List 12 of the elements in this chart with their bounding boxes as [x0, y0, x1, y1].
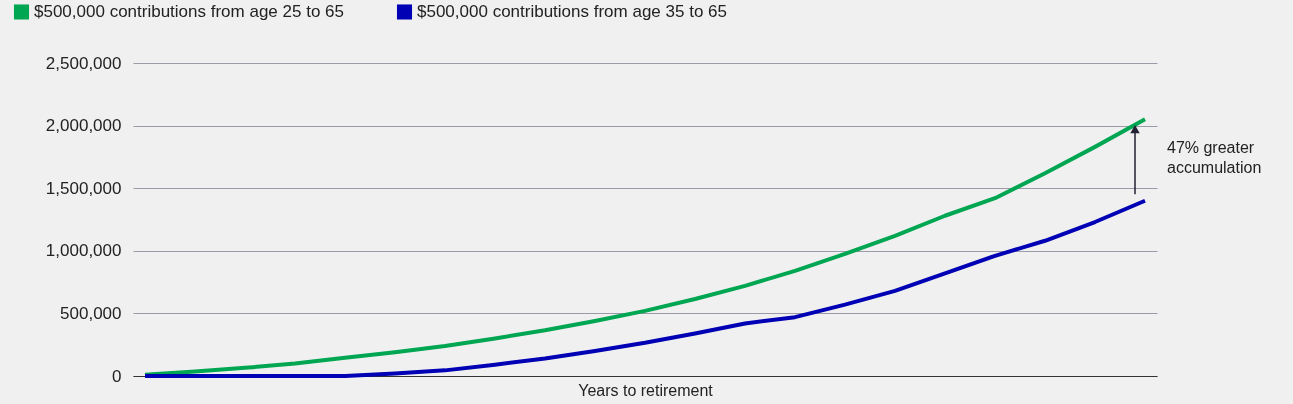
- y-tick-label: 2,000,000: [45, 116, 122, 136]
- legend-label: $500,000 contributions from age 25 to 65: [34, 1, 344, 21]
- y-tick-label: 2,500,000: [45, 53, 122, 73]
- y-tick-label: 0: [112, 366, 122, 386]
- text: 47% greater accumulation: [1167, 138, 1262, 176]
- x-axis-title: Years to retirement: [578, 381, 714, 399]
- legend-label: $500,000 contributions from age 35 to 65: [417, 1, 727, 21]
- line-series: [143, 198, 1147, 378]
- y-tick-label: 500,000: [60, 303, 122, 323]
- y-tick-label: 1,500,000: [45, 178, 122, 198]
- y-tick-label: 1,000,000: [45, 241, 122, 261]
- line-series: [143, 117, 1147, 377]
